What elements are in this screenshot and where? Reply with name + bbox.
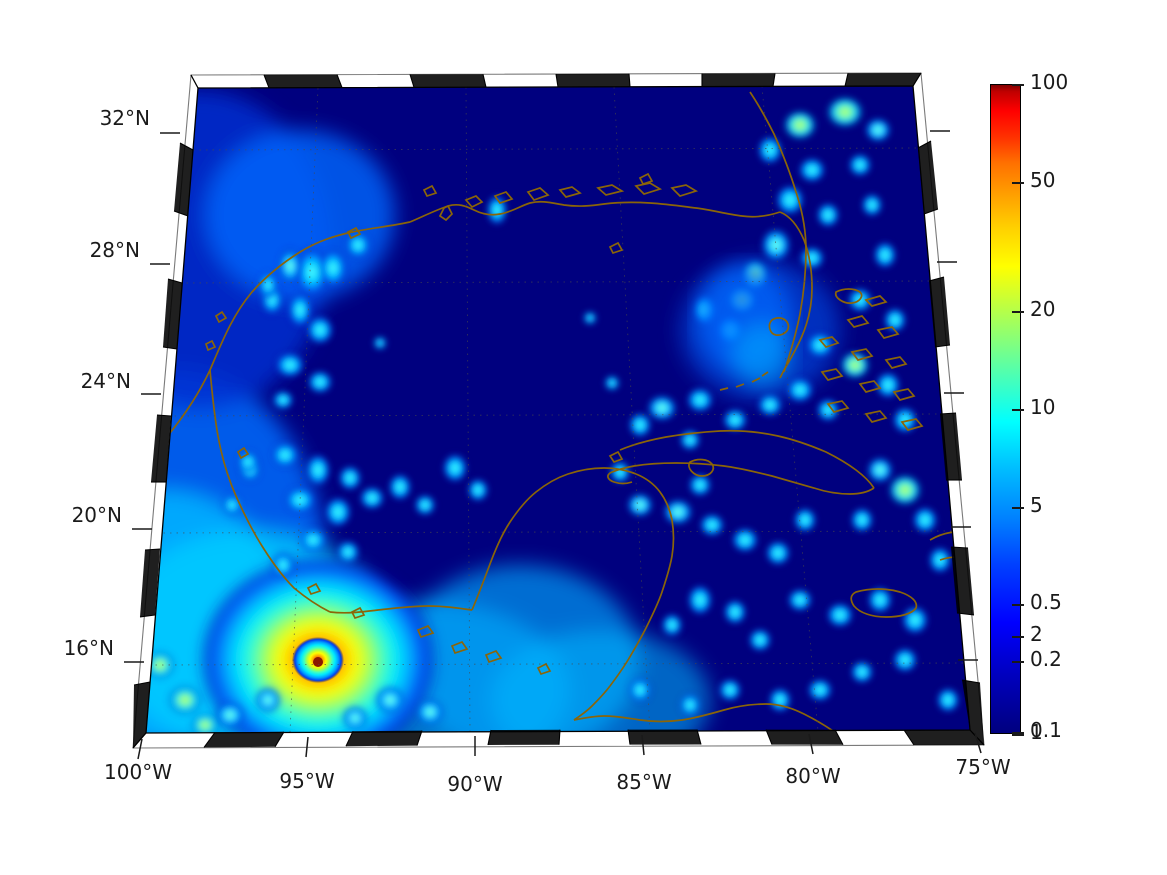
colorbar-tick-20 [1012, 311, 1024, 313]
lon-tick-label-85W: 85°W [616, 770, 672, 794]
lon-tick-label-100W: 100°W [104, 760, 172, 784]
speckle-caribbean [609, 456, 960, 717]
colorbar[interactable]: 100 50 20 10 5 2 1 [990, 72, 1068, 742]
lat-tick-label-16N: 16°N [63, 636, 114, 660]
colorbar-tick-5 [1012, 507, 1024, 509]
lat-tick-label-32N: 32°N [99, 106, 150, 130]
lon-tick-label-95W: 95°W [279, 769, 335, 793]
speckle-gulf [261, 194, 620, 410]
coastlines [146, 91, 970, 733]
colorbar-low-ticks: 0.5 0.2 0.1 [990, 84, 1167, 744]
lat-tick-label-24N: 24°N [80, 369, 131, 393]
colorbar-tick-10 [1012, 409, 1024, 411]
colorbar-tick-01-real [1012, 732, 1024, 734]
colorbar-label-05: 0.5 [1030, 590, 1062, 614]
colorbar-label-10: 10 [1030, 395, 1056, 419]
lon-tick-label-80W: 80°W [785, 764, 841, 788]
colorbar-tick-2 [1012, 636, 1024, 638]
colorbar-tick-100 [1012, 84, 1024, 86]
colorbar-tick-50 [1012, 182, 1024, 184]
colorbar-label-02: 0.2 [1030, 647, 1062, 671]
colorbar-tick-05-real [1012, 604, 1024, 606]
speckle-campeche [222, 442, 489, 579]
lat-tick-label-20N: 20°N [71, 503, 122, 527]
heatmap-field [146, 86, 970, 733]
lat-tick-label-28N: 28°N [89, 238, 140, 262]
colorbar-label-1: 1 [1030, 720, 1043, 744]
colorbar-label-2: 2 [1030, 622, 1043, 646]
colorbar-tick-02-real [1012, 661, 1024, 663]
speckle-texas-shelf [237, 247, 302, 474]
speckle-south [146, 650, 445, 733]
graticule [146, 86, 970, 733]
peak-source [198, 555, 438, 733]
map-frame [124, 72, 985, 760]
colorbar-label-20: 20 [1030, 297, 1056, 321]
colorbar-label-100: 100 [1030, 70, 1069, 94]
colorbar-label-01: 0.1 [1030, 718, 1062, 742]
colorbar-tick-05 [1012, 734, 1024, 736]
colorbar-label-50: 50 [1030, 168, 1056, 192]
lon-tick-label-75W: 75°W [955, 755, 1011, 779]
lon-tick-label-90W: 90°W [447, 772, 503, 796]
speckle-cuba [628, 387, 748, 451]
colorbar-label-5: 5 [1030, 493, 1043, 517]
colorbar-lower-labels [990, 734, 1167, 874]
axis-ticks [124, 130, 982, 760]
